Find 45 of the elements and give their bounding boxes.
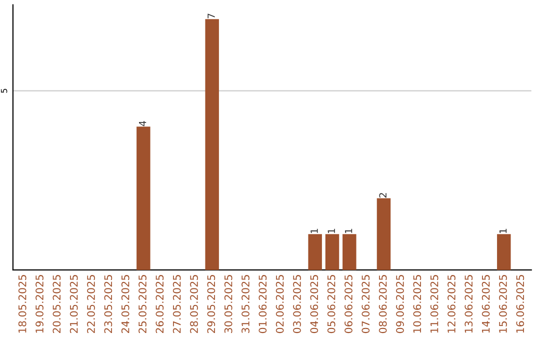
bar bbox=[325, 234, 340, 270]
bar bbox=[497, 234, 511, 270]
bar bbox=[136, 126, 150, 270]
bar bbox=[205, 19, 219, 270]
data-label: 1 bbox=[345, 228, 352, 234]
data-label: 7 bbox=[208, 14, 215, 18]
data-label: 2 bbox=[379, 193, 386, 198]
x-tick-label: 22.05.2025 bbox=[87, 275, 95, 334]
x-tick-label: 11.06.2025 bbox=[430, 275, 438, 333]
x-tick-label: 28.05.2025 bbox=[190, 275, 198, 334]
x-tick-label: 05.06.2025 bbox=[327, 275, 336, 334]
x-tick-label: 20.05.2025 bbox=[52, 275, 61, 334]
x-tick-label: 21.05.2025 bbox=[70, 275, 78, 334]
x-tick-label: 26.05.2025 bbox=[156, 275, 164, 334]
x-tick-label: 09.06.2025 bbox=[396, 275, 404, 334]
y-tick-label: 5 bbox=[0, 88, 8, 93]
x-tick-label: 10.06.2025 bbox=[413, 275, 422, 333]
bar bbox=[342, 234, 356, 270]
data-label: 1 bbox=[499, 228, 507, 234]
x-tick-label: 12.06.2025 bbox=[448, 275, 456, 333]
x-tick-label: 23.05.2025 bbox=[104, 275, 112, 334]
x-tick-label: 27.05.2025 bbox=[172, 275, 181, 334]
x-tick-label: 16.06.2025 bbox=[516, 275, 524, 333]
x-tick-label: 18.05.2025 bbox=[18, 275, 26, 333]
x-tick-label: 02.06.2025 bbox=[276, 275, 284, 334]
data-label: 1 bbox=[328, 228, 335, 234]
x-tick-label: 24.05.2025 bbox=[121, 275, 130, 334]
x-tick-label: 04.06.2025 bbox=[310, 275, 318, 334]
x-tick-label: 01.06.2025 bbox=[258, 275, 267, 334]
x-tick-label: 06.06.2025 bbox=[344, 275, 352, 334]
data-label: 1 bbox=[310, 228, 318, 234]
x-tick-label: 15.06.2025 bbox=[499, 275, 507, 333]
x-tick-label: 30.05.2025 bbox=[224, 275, 232, 333]
x-tick-label: 29.05.2025 bbox=[207, 275, 216, 334]
x-tick-label: 03.06.2025 bbox=[293, 275, 301, 334]
x-tick-label: 19.05.2025 bbox=[36, 275, 44, 333]
x-tick-label: 08.06.2025 bbox=[378, 275, 387, 334]
bar bbox=[308, 234, 322, 270]
x-tick-label: 25.05.2025 bbox=[138, 275, 146, 334]
x-tick-label: 31.05.2025 bbox=[242, 275, 250, 333]
x-tick-label: 14.06.2025 bbox=[482, 275, 490, 333]
data-label: 4 bbox=[139, 120, 146, 126]
bar bbox=[376, 198, 391, 270]
x-tick-label: 13.06.2025 bbox=[464, 275, 473, 333]
x-tick-label: 07.06.2025 bbox=[362, 275, 370, 334]
